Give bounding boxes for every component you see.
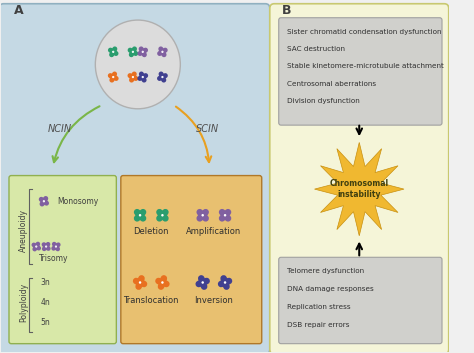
FancyBboxPatch shape — [121, 175, 262, 344]
Text: Amplification: Amplification — [186, 227, 241, 236]
Circle shape — [202, 282, 203, 283]
Circle shape — [139, 282, 141, 283]
Text: Deletion: Deletion — [134, 227, 169, 236]
Circle shape — [55, 246, 56, 247]
Text: Trisomy: Trisomy — [39, 255, 69, 263]
Circle shape — [225, 282, 226, 283]
Text: DNA damage responses: DNA damage responses — [287, 286, 374, 292]
Text: NCIN: NCIN — [47, 124, 72, 134]
Text: Centrosomal aberrations: Centrosomal aberrations — [287, 80, 376, 86]
Text: Monosomy: Monosomy — [57, 197, 99, 206]
Circle shape — [202, 215, 203, 216]
Polygon shape — [315, 142, 404, 236]
Text: Division dysfunction: Division dysfunction — [287, 98, 360, 104]
Text: Polyploidy: Polyploidy — [19, 283, 28, 322]
FancyBboxPatch shape — [9, 175, 116, 344]
Text: Sister chromatid condensation dysfunction: Sister chromatid condensation dysfunctio… — [287, 29, 441, 35]
Circle shape — [95, 20, 180, 109]
Text: SAC destruction: SAC destruction — [287, 46, 345, 52]
FancyBboxPatch shape — [279, 257, 442, 344]
Text: Telomere dysfunction: Telomere dysfunction — [287, 268, 364, 274]
FancyBboxPatch shape — [279, 18, 442, 125]
Circle shape — [139, 215, 141, 216]
Text: Chromosomal
instability: Chromosomal instability — [330, 179, 389, 199]
FancyBboxPatch shape — [270, 4, 449, 353]
Text: SCIN: SCIN — [196, 124, 219, 134]
Text: Inversion: Inversion — [194, 295, 233, 305]
Text: B: B — [283, 5, 292, 17]
Text: Stable kinetomere-microtubule attachment: Stable kinetomere-microtubule attachment — [287, 63, 444, 69]
Circle shape — [162, 215, 163, 216]
FancyArrowPatch shape — [53, 106, 100, 162]
Circle shape — [225, 215, 226, 216]
Text: Replication stress: Replication stress — [287, 304, 350, 310]
Text: A: A — [14, 5, 24, 17]
Text: 5n: 5n — [41, 318, 51, 328]
Text: Translocation: Translocation — [124, 295, 179, 305]
Text: 4n: 4n — [41, 298, 51, 307]
Circle shape — [162, 282, 163, 283]
Text: DSB repair errors: DSB repair errors — [287, 322, 349, 328]
Text: Aneuploidy: Aneuploidy — [19, 209, 28, 252]
FancyArrowPatch shape — [176, 107, 211, 162]
Text: 3n: 3n — [41, 278, 51, 287]
FancyBboxPatch shape — [0, 4, 270, 353]
